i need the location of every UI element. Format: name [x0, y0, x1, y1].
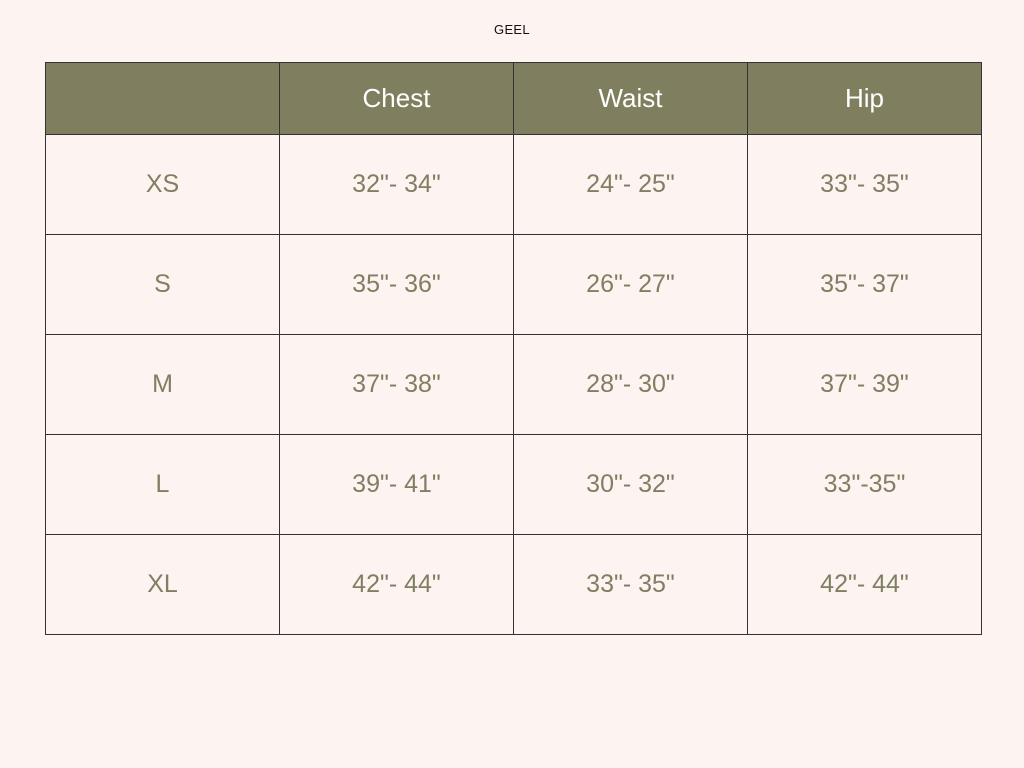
header-chest: Chest: [279, 62, 514, 135]
hip-cell: 37"- 39": [747, 334, 982, 435]
size-cell: M: [45, 334, 280, 435]
header-size: [45, 62, 280, 135]
size-cell: S: [45, 234, 280, 335]
waist-cell: 30"- 32": [513, 434, 748, 535]
hip-cell: 42"- 44": [747, 534, 982, 635]
size-cell: XL: [45, 534, 280, 635]
table-row: XS 32"- 34" 24"- 25" 33"- 35": [45, 134, 982, 235]
size-cell: L: [45, 434, 280, 535]
table-row: S 35"- 36" 26"- 27" 35"- 37": [45, 234, 982, 335]
hip-cell: 33"- 35": [747, 134, 982, 235]
waist-cell: 26"- 27": [513, 234, 748, 335]
table-row: M 37"- 38" 28"- 30" 37"- 39": [45, 334, 982, 435]
hip-cell: 33"-35": [747, 434, 982, 535]
brand-title: GEEL: [494, 22, 530, 37]
chest-cell: 37"- 38": [279, 334, 514, 435]
table-row: XL 42"- 44" 33"- 35" 42"- 44": [45, 534, 982, 635]
chest-cell: 42"- 44": [279, 534, 514, 635]
waist-cell: 33"- 35": [513, 534, 748, 635]
waist-cell: 28"- 30": [513, 334, 748, 435]
waist-cell: 24"- 25": [513, 134, 748, 235]
header-waist: Waist: [513, 62, 748, 135]
hip-cell: 35"- 37": [747, 234, 982, 335]
size-chart-table: Chest Waist Hip XS 32"- 34" 24"- 25" 33"…: [45, 62, 982, 635]
chest-cell: 35"- 36": [279, 234, 514, 335]
header-row: Chest Waist Hip: [45, 62, 982, 135]
chest-cell: 39"- 41": [279, 434, 514, 535]
table-row: L 39"- 41" 30"- 32" 33"-35": [45, 434, 982, 535]
header-hip: Hip: [747, 62, 982, 135]
size-cell: XS: [45, 134, 280, 235]
chest-cell: 32"- 34": [279, 134, 514, 235]
